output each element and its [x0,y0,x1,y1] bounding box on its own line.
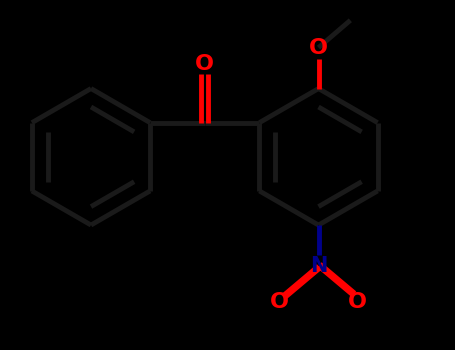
Text: O: O [348,292,367,313]
Text: O: O [195,54,214,74]
Text: N: N [310,256,327,276]
Text: O: O [309,37,328,58]
Text: O: O [270,292,289,313]
